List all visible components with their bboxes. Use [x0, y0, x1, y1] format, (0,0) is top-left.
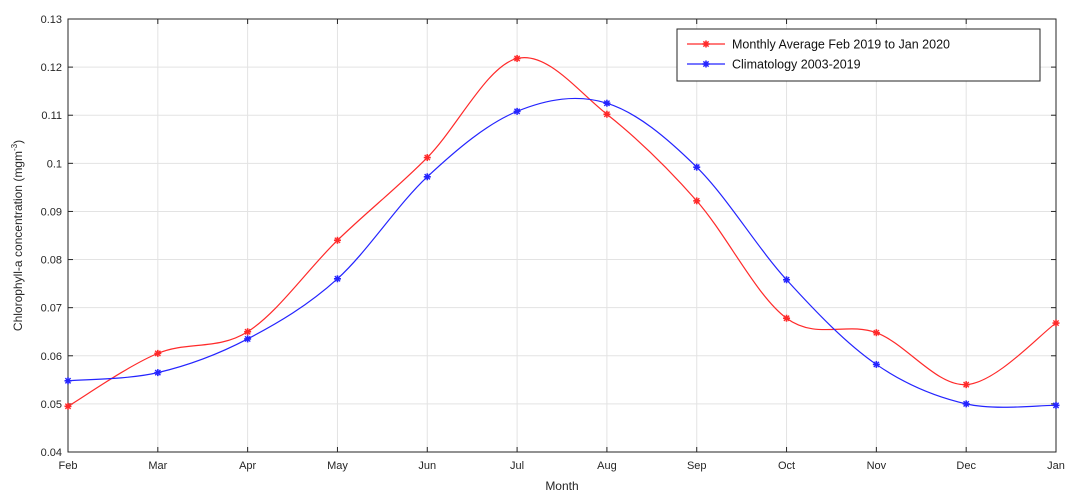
legend-item: Monthly Average Feb 2019 to Jan 2020 — [687, 38, 950, 52]
data-point — [962, 381, 970, 389]
legend-label: Climatology 2003-2019 — [732, 58, 861, 72]
x-tick-label: Jun — [418, 460, 436, 472]
y-tick-label: 0.08 — [41, 255, 62, 267]
data-point — [244, 335, 252, 343]
x-tick-label: Apr — [239, 460, 256, 472]
legend: Monthly Average Feb 2019 to Jan 2020 Clim… — [676, 28, 1041, 82]
x-tick-label: Nov — [867, 460, 887, 472]
x-tick-label: Dec — [956, 460, 976, 472]
series-line — [67, 97, 1057, 408]
data-point — [693, 197, 701, 205]
y-tick-label: 0.05 — [41, 399, 62, 411]
data-point — [693, 163, 701, 171]
y-axis-label-suffix: ) — [11, 140, 25, 144]
data-point — [154, 349, 162, 357]
x-tick-label: Sep — [687, 460, 707, 472]
y-tick-label: 0.12 — [41, 62, 62, 74]
x-axis-label: Month — [545, 479, 578, 492]
data-point — [783, 276, 791, 284]
legend-marker — [702, 40, 710, 48]
series-monthly-average — [64, 54, 1060, 410]
x-tick-label: May — [327, 460, 348, 472]
y-tick-label: 0.09 — [41, 206, 62, 218]
x-tick-label: Aug — [597, 460, 617, 472]
legend-marker — [702, 60, 710, 68]
data-point — [423, 173, 431, 181]
y-axis-label-superscript: -3 — [10, 143, 19, 151]
legend-item: Climatology 2003-2019 — [687, 58, 861, 72]
data-point — [244, 328, 252, 336]
y-tick-label: 0.07 — [41, 303, 62, 315]
plot-area — [67, 18, 1057, 453]
series-climatology — [64, 97, 1060, 409]
data-point — [513, 107, 521, 115]
legend-box — [676, 28, 1041, 82]
y-tick-label: 0.1 — [47, 158, 62, 170]
y-axis-label-text: Chlorophyll-a concentration (mgm — [11, 151, 25, 331]
data-point — [333, 275, 341, 283]
data-series — [64, 54, 1060, 410]
data-point — [513, 54, 521, 62]
x-tick-label: Oct — [778, 460, 795, 472]
legend-label: Monthly Average Feb 2019 to Jan 2020 — [732, 38, 950, 52]
y-tick-label: 0.13 — [41, 14, 62, 26]
data-point — [962, 400, 970, 408]
y-axis-label: Chlorophyll-a concentration (mgm-3) — [10, 140, 25, 331]
y-tick-label: 0.06 — [41, 351, 62, 363]
data-point — [1052, 319, 1060, 327]
data-point — [423, 154, 431, 162]
data-point — [64, 402, 72, 410]
x-tick-label: Jul — [510, 460, 524, 472]
grid — [67, 18, 1057, 453]
axis-ticks: 0.04 0.05 0.06 0.07 0.08 0.09 0.1 0.11 0.12 0.13 F… — [41, 14, 1065, 472]
x-tick-label: Jan — [1047, 460, 1065, 472]
data-point — [783, 314, 791, 322]
data-point — [154, 369, 162, 377]
data-point — [872, 360, 880, 368]
data-point — [872, 329, 880, 337]
x-tick-label: Feb — [59, 460, 78, 472]
data-point — [603, 99, 611, 107]
data-point — [1052, 401, 1060, 409]
data-point — [64, 377, 72, 385]
data-point — [333, 236, 341, 244]
y-tick-label: 0.11 — [41, 110, 62, 122]
x-tick-label: Mar — [148, 460, 167, 472]
y-tick-label: 0.04 — [41, 447, 62, 459]
data-point — [603, 110, 611, 118]
